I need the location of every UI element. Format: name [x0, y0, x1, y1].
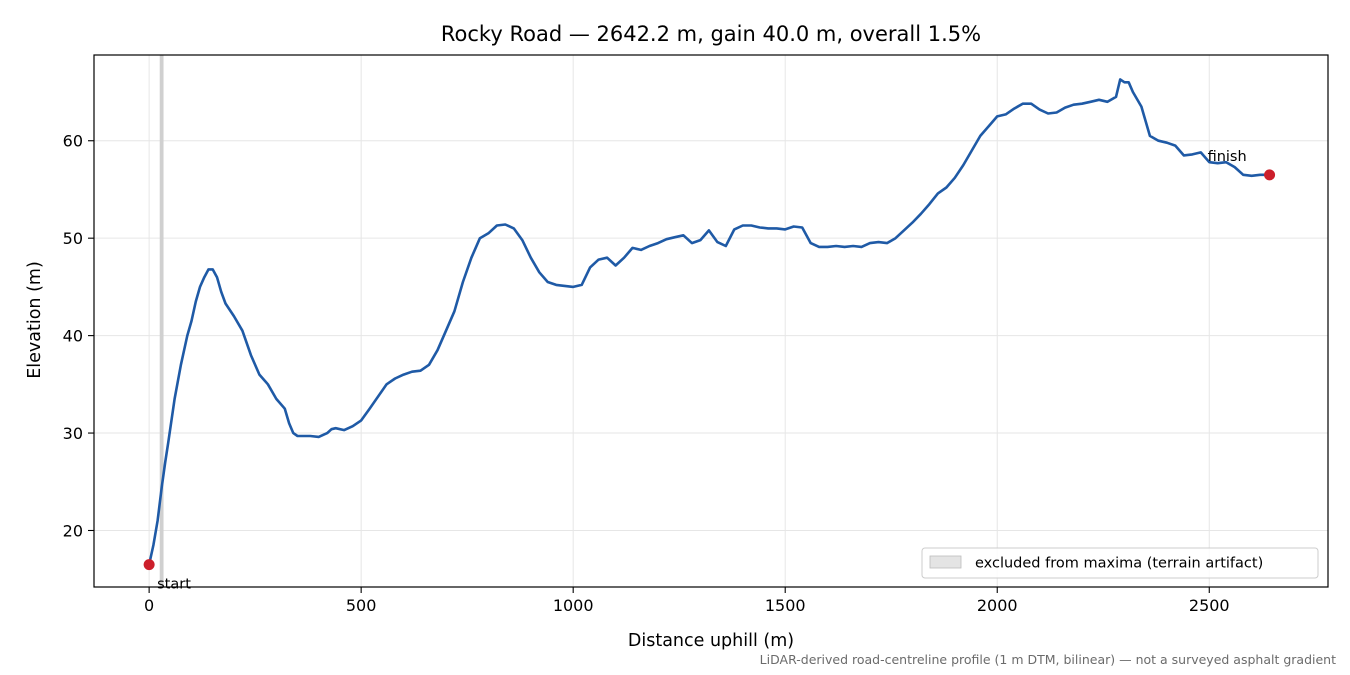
legend: excluded from maxima (terrain artifact)	[921, 547, 1319, 579]
x-tick-label: 2500	[1189, 596, 1230, 615]
x-tick-label: 2000	[977, 596, 1018, 615]
marker-start	[143, 559, 155, 571]
footnote: LiDAR-derived road-centreline profile (1…	[760, 652, 1336, 667]
legend-entry-excluded: excluded from maxima (terrain artifact)	[975, 556, 1263, 572]
y-axis-label: Elevation (m)	[25, 261, 45, 379]
y-tick-label: 20	[63, 521, 83, 540]
y-tick-label: 30	[63, 424, 83, 443]
excluded-band	[159, 55, 164, 587]
x-tick-label: 0	[144, 596, 154, 615]
grid	[94, 55, 1328, 587]
x-axis-label: Distance uphill (m)	[628, 631, 794, 651]
y-tick-label: 40	[63, 327, 83, 346]
annotation-finish: finish	[1208, 149, 1247, 165]
legend-box	[921, 547, 1319, 579]
plot-area: start finish	[94, 55, 1328, 593]
annotation-start: start	[157, 577, 191, 593]
legend-swatch-excluded	[929, 555, 962, 569]
marker-points: start finish	[143, 149, 1276, 593]
x-tick-label: 1000	[553, 596, 594, 615]
y-tick-label: 60	[63, 132, 83, 151]
x-tick-label: 1500	[765, 596, 806, 615]
x-tick-label: 500	[346, 596, 377, 615]
y-tick-label: 50	[63, 229, 83, 248]
series-line-elevation-profile	[147, 78, 1271, 566]
plot-frame	[93, 54, 1329, 588]
chart-title: Rocky Road — 2642.2 m, gain 40.0 m, over…	[441, 22, 981, 46]
marker-finish	[1264, 169, 1276, 181]
y-axis: 20 30 40 50 60	[63, 132, 94, 540]
x-axis: 0 500 1000 1500 2000 2500	[144, 587, 1230, 615]
